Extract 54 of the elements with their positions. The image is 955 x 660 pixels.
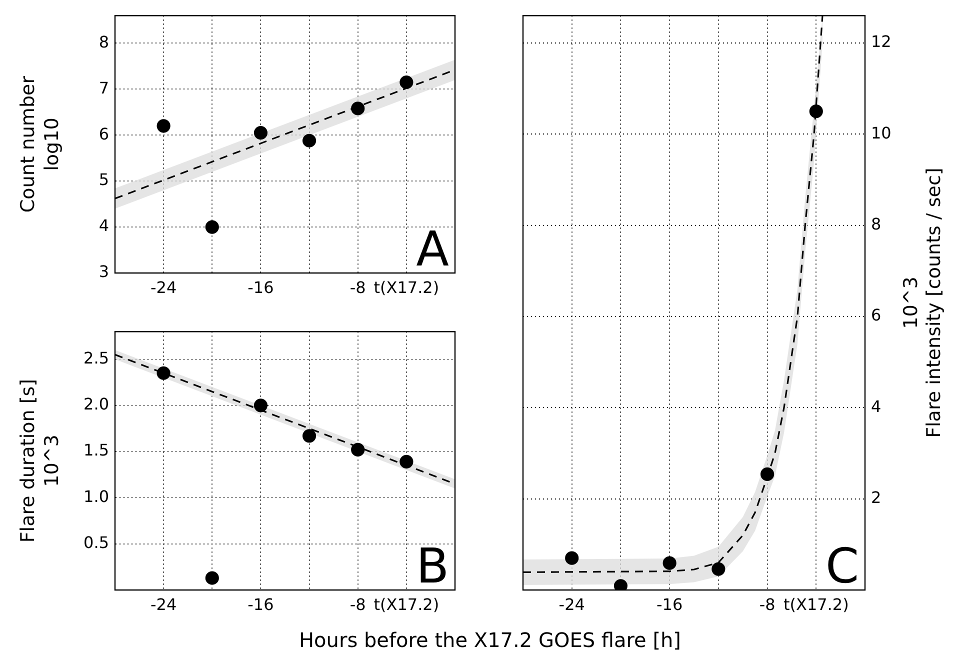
y2-tick-label: 6	[871, 306, 882, 325]
point	[156, 366, 170, 380]
y-tick-label: 8	[98, 32, 109, 52]
point	[400, 454, 414, 469]
y2-tick-label: 2	[871, 488, 882, 507]
x-tick-label: -24	[150, 278, 177, 297]
point	[351, 102, 365, 116]
y-tick-label: 5	[98, 170, 109, 190]
x-tick-label: -24	[150, 594, 177, 614]
x-tick-label: -8	[759, 594, 776, 614]
point	[400, 75, 414, 90]
point	[302, 429, 316, 443]
point	[662, 556, 676, 570]
x-tick-label: t(X17.2)	[374, 278, 440, 297]
annotation: B	[416, 538, 449, 594]
y-axis-title: Flare duration [s] 10^3	[16, 378, 63, 543]
point	[760, 467, 774, 482]
x-tick-label: t(X17.2)	[783, 594, 849, 614]
point	[302, 134, 316, 148]
y-tick-label: 6	[98, 124, 109, 144]
annotation: A	[416, 221, 450, 278]
point	[614, 579, 628, 590]
y2-tick-label: 12	[871, 32, 892, 52]
y-tick-label: 2.0	[84, 394, 109, 414]
x-tick-label: -24	[558, 594, 585, 614]
y2-tick-label: 10	[871, 123, 892, 142]
y-tick-label: 4	[98, 216, 109, 236]
y2-axis-title: 10^3 Flare intensity [counts / sec]	[900, 168, 945, 438]
point	[712, 562, 726, 576]
x-tick-label: t(X17.2)	[374, 594, 440, 614]
y-tick-label: 1.0	[84, 486, 109, 506]
y-tick-label: 3	[98, 262, 109, 282]
x-axis-title: Hours before the X17.2 GOES flare [h]	[298, 628, 682, 652]
x-tick-label: -8	[350, 278, 366, 297]
point	[351, 442, 365, 457]
point	[254, 126, 268, 140]
y2-tick-label: 8	[871, 214, 882, 234]
y2-tick-label: 4	[871, 396, 882, 416]
x-tick-label: -8	[350, 594, 366, 614]
point	[809, 104, 823, 118]
point	[565, 551, 579, 565]
annotation: C	[825, 538, 859, 594]
point	[254, 398, 268, 412]
point	[205, 220, 219, 234]
y-tick-label: 2.5	[84, 348, 109, 368]
x-tick-label: -16	[656, 594, 683, 614]
x-tick-label: -16	[248, 278, 274, 297]
y-axis-title: Count number log10	[16, 76, 63, 213]
point	[156, 119, 170, 133]
y-tick-label: 0.5	[84, 533, 109, 552]
y-tick-label: 7	[98, 78, 109, 98]
point	[205, 571, 219, 585]
y-tick-label: 1.5	[84, 440, 109, 460]
x-tick-label: -16	[248, 594, 274, 614]
